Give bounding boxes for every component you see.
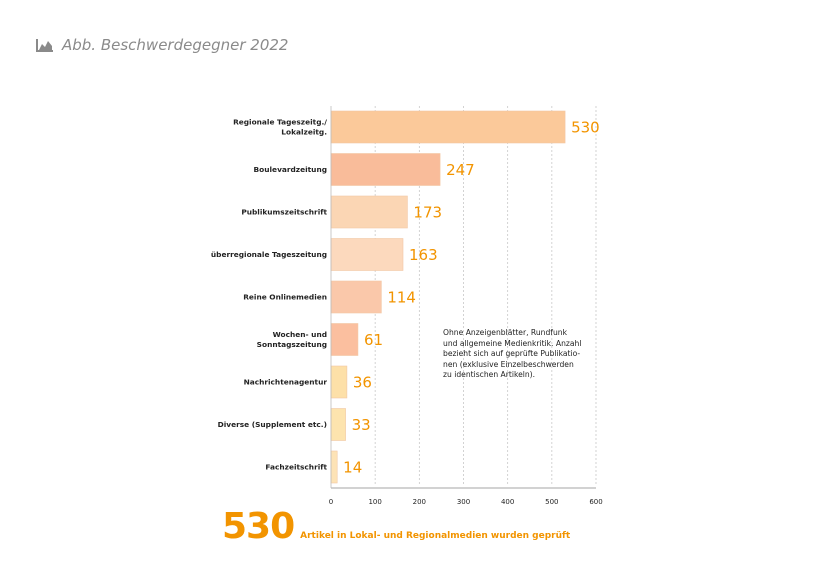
x-tick-label: 300 (457, 498, 470, 506)
value-label: 114 (387, 289, 416, 307)
value-label: 14 (343, 459, 362, 477)
x-tick-label: 400 (501, 498, 514, 506)
bar (330, 323, 359, 356)
bar (330, 110, 566, 144)
bar (330, 238, 404, 271)
chart-header: Abb. Beschwerdegegner 2022 (36, 36, 288, 54)
x-tick-label: 500 (545, 498, 558, 506)
x-tick-label: 0 (329, 498, 333, 506)
chart-title: Abb. Beschwerdegegner 2022 (62, 36, 289, 54)
category-label: Fachzeitschrift (265, 463, 327, 472)
x-axis: 0 100 200 300 400 500 600 (329, 106, 603, 506)
bar (330, 450, 338, 484)
category-label: Regionale Tageszeitg./Lokalzeitg. (233, 118, 327, 137)
value-labels: 530 247 173 163 114 61 36 33 14 (343, 119, 600, 477)
bar (330, 280, 382, 314)
category-label: Boulevardzeitung (254, 165, 327, 174)
summary-footer: 530 Artikel in Lokal- und Regionalmedien… (222, 506, 570, 547)
bars (330, 110, 566, 484)
x-tick-label: 100 (368, 498, 381, 506)
value-label: 247 (446, 161, 475, 179)
category-label: Wochen- und Sonntagszeitung (257, 330, 327, 349)
value-label: 33 (352, 416, 371, 434)
value-label: 61 (364, 331, 383, 349)
category-labels: Regionale Tageszeitg./Lokalzeitg. Bouleva… (211, 118, 328, 472)
bar (330, 195, 408, 229)
category-label: überregionale Tageszeitung (211, 250, 327, 259)
category-label: Nachrichtenagentur (244, 378, 328, 387)
bar (330, 153, 441, 186)
category-label: Reine Onlinemedien (243, 293, 327, 302)
summary-number: 530 (222, 506, 295, 547)
x-tick-label: 600 (589, 498, 602, 506)
value-label: 173 (413, 204, 442, 222)
area-chart-icon (36, 39, 53, 52)
x-tick-label: 200 (413, 498, 426, 506)
value-label: 530 (571, 119, 600, 137)
bar (330, 408, 346, 441)
category-label: Diverse (Supplement etc.) (218, 420, 327, 429)
bar (330, 365, 348, 399)
category-label: Publikumszeitschrift (241, 208, 327, 217)
summary-text: Artikel in Lokal- und Regionalmedien wur… (300, 531, 571, 541)
value-label: 163 (409, 246, 438, 264)
value-label: 36 (353, 374, 372, 392)
chart-note: Ohne Anzeigenblätter, Rundfunk und allge… (443, 328, 582, 380)
